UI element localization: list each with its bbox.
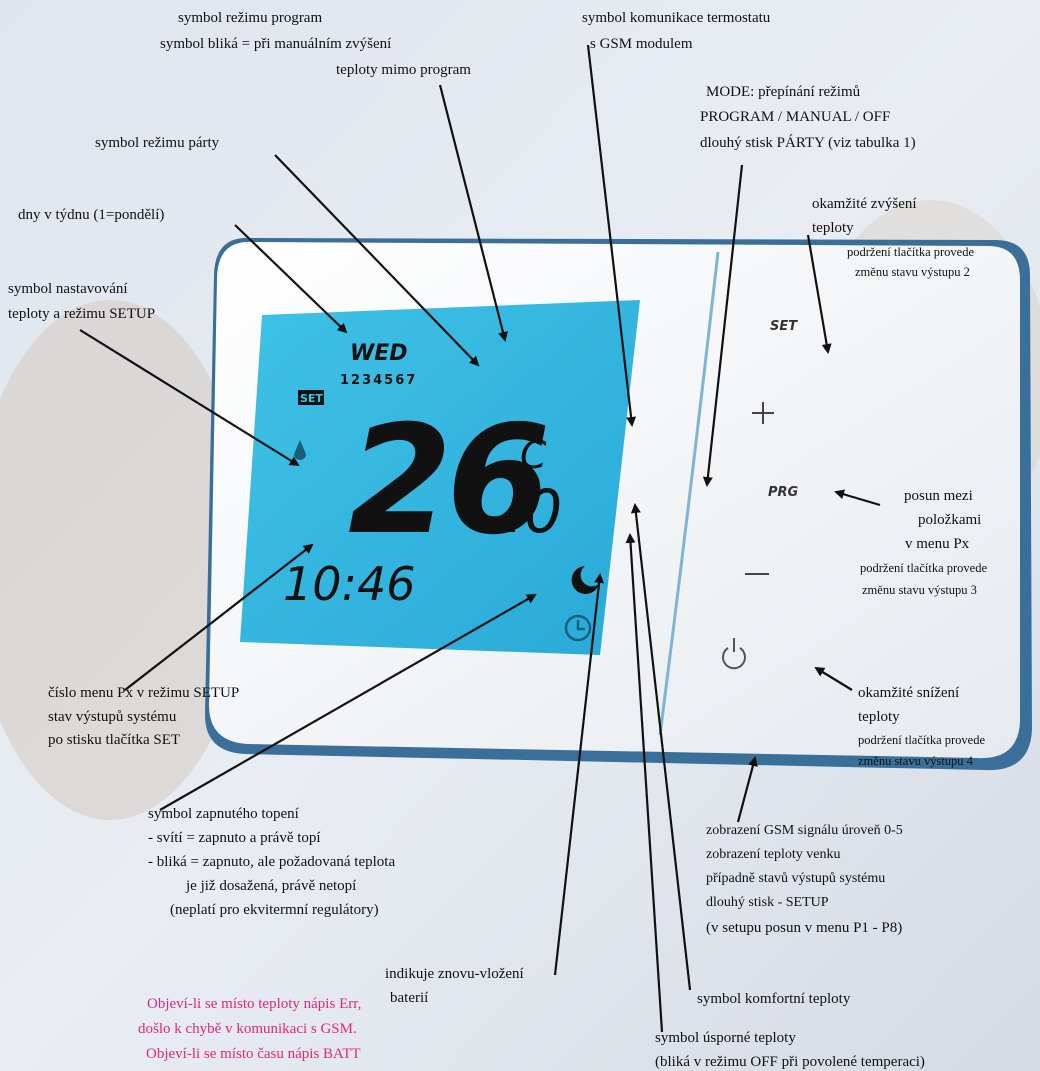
annotation: symbol komfortní teploty [697, 991, 851, 1007]
annotation: číslo menu Px v režimu SETUP [48, 685, 239, 701]
annotation: symbol nastavování [8, 281, 128, 297]
arrow [834, 489, 881, 507]
annotation: okamžité snížení [858, 685, 959, 701]
clock-hands [576, 620, 585, 631]
annotation: symbol zapnutého topení [148, 806, 299, 822]
arrow [806, 234, 832, 354]
arrow [159, 594, 537, 811]
annotation: symbol režimu párty [95, 135, 220, 151]
annotation: indikuje znovu-vložení [385, 966, 524, 982]
button-power[interactable] [722, 638, 746, 670]
annotation-detail: změnu stavu výstupu 2 [855, 265, 970, 279]
annotation: položkami [918, 512, 981, 528]
arrows [79, 44, 881, 1033]
annotation: stav výstupů systému [48, 709, 177, 725]
annotation: zobrazení teploty venku [706, 847, 841, 862]
annotation: s GSM modulem [590, 36, 693, 52]
lcd-unit: C [520, 433, 547, 477]
annotation: dlouhý stisk - SETUP [706, 895, 829, 910]
lcd-set-box [298, 390, 324, 405]
annotation-detail: podržení tlačítka provede [858, 733, 985, 747]
error-note: Objeví-li se místo času nápis BATT [146, 1046, 361, 1062]
arrow [702, 164, 744, 487]
annotation: (neplatí pro ekvitermní regulátory) [170, 902, 379, 918]
arrow [586, 44, 637, 427]
annotation: PROGRAM / MANUAL / OFF [700, 109, 890, 125]
lcd-set: SET [300, 392, 323, 405]
annotation: zobrazení GSM signálu úroveň 0-5 [706, 823, 903, 838]
arrow [234, 224, 348, 334]
annotation: (v setupu posun v menu P1 - P8) [706, 920, 902, 936]
error-note: Objeví-li se místo teploty nápis Err, [147, 996, 361, 1012]
annotation: případně stavů výstupů systému [706, 871, 885, 886]
annotation: symbol úsporné teploty [655, 1030, 796, 1046]
background-blur [0, 300, 250, 820]
annotation: MODE: přepínání režimů [706, 84, 861, 100]
annotation: je již dosažená, právě netopí [185, 878, 356, 894]
heat-icon [294, 440, 306, 460]
lcd-temperature: 26 [348, 394, 546, 568]
arrow [79, 329, 300, 467]
annotation: symbol komunikace termostatu [582, 10, 771, 26]
arrow [553, 573, 605, 976]
annotation: - bliká = zapnuto, ale požadovaná teplot… [148, 854, 395, 870]
lcd-decimal: .0 [505, 477, 562, 547]
annotation: teploty [812, 220, 854, 236]
lcd-time: 10:46 [283, 557, 416, 611]
annotation: teploty a režimu SETUP [8, 306, 155, 322]
error-note: došlo k chybě v komunikaci s GSM. [138, 1021, 357, 1037]
annotation: symbol bliká = při manuálním zvýšení [160, 36, 391, 52]
annotation-detail: podržení tlačítka provede [860, 561, 987, 575]
annotation-detail: změnu stavu výstupu 3 [862, 583, 977, 597]
arrow [625, 533, 664, 1033]
annotation: - svítí = zapnuto a právě topí [148, 830, 321, 846]
annotation: v menu Px [905, 536, 970, 552]
annotation: teploty [858, 709, 900, 725]
lcd [240, 300, 640, 655]
arrow [814, 666, 853, 691]
clock-icon [564, 614, 592, 642]
moon-icon [571, 566, 599, 594]
annotation: dny v týdnu (1=pondělí) [18, 207, 164, 223]
annotation: dlouhý stisk PÁRTY (viz tabulka 1) [700, 134, 916, 151]
button-set[interactable]: SET [770, 319, 798, 334]
lcd-day-numbers: 1234567 [340, 373, 417, 388]
annotation: teploty mimo program [336, 62, 471, 78]
arrow [274, 154, 480, 367]
annotation: posun mezi [904, 488, 973, 504]
button-prg[interactable]: PRG [768, 485, 799, 500]
annotation-detail: změnu stavu výstupu 4 [858, 754, 974, 768]
button-plus[interactable] [752, 402, 774, 424]
annotation: symbol režimu program [178, 10, 322, 26]
divider [658, 251, 720, 736]
annotation: okamžité zvýšení [812, 196, 917, 212]
lcd-day: WED [350, 341, 408, 366]
arrow [124, 543, 314, 691]
annotations: symbol režimu program symbol bliká = při… [8, 10, 987, 1070]
arrow [736, 756, 758, 823]
annotation: po stisku tlačítka SET [48, 732, 180, 748]
annotation: (bliká v režimu OFF při povolené tempera… [655, 1054, 925, 1070]
thermostat: WED 1234567 SET 26 .0 C 10:46 SET PRG [205, 237, 1032, 771]
annotation: baterií [390, 990, 428, 1006]
arrow [438, 84, 508, 342]
arrow [630, 503, 692, 991]
annotation-detail: podržení tlačítka provede [847, 245, 974, 259]
